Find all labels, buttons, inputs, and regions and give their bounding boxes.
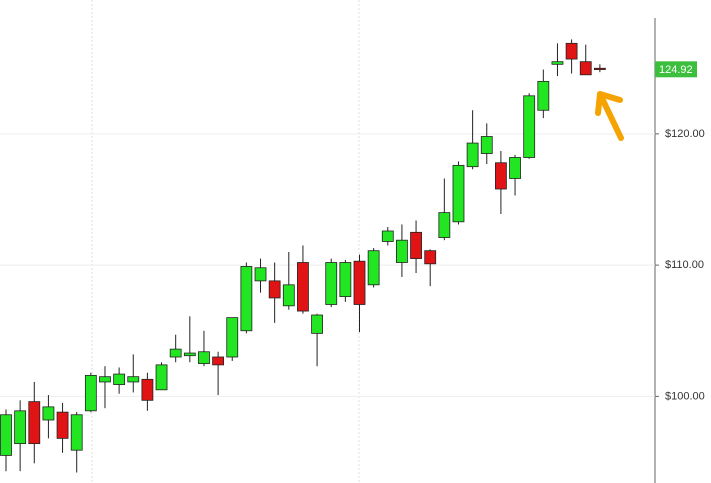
candle-body: [212, 356, 225, 366]
candle-body: [381, 230, 394, 242]
candle-body: [523, 95, 536, 158]
candle-body: [113, 373, 126, 385]
candle-body: [579, 61, 592, 76]
candle-body: [353, 260, 366, 305]
candle-body: [480, 136, 493, 154]
candle-body: [325, 262, 338, 305]
candle-body: [424, 250, 437, 265]
candle-body: [593, 67, 606, 70]
candle-body: [410, 231, 422, 259]
candle-body: [99, 376, 111, 383]
candle-body: [494, 162, 507, 190]
candle-body: [537, 80, 550, 111]
last-price-box: [655, 61, 697, 78]
plot: $100.00 $110.00 $120.00 124.92: [0, 39, 705, 473]
candle-body: [367, 250, 380, 286]
candle-body: [396, 239, 408, 263]
candle-body: [282, 284, 295, 307]
y-tick-label: $100.00: [665, 390, 705, 402]
candle-body: [127, 376, 140, 383]
candle-body: [56, 411, 69, 439]
candle-body: [28, 401, 41, 445]
candle-body: [0, 414, 12, 456]
candle-body: [311, 314, 323, 334]
candle-body: [84, 374, 97, 412]
candle-body: [240, 266, 253, 332]
candle-body: [70, 414, 83, 451]
candle-body: [42, 406, 55, 421]
candle-body: [466, 142, 479, 168]
candle-body: [155, 364, 168, 391]
last-price-label: 124.92: [659, 64, 693, 76]
candle-body: [452, 164, 465, 223]
candle-body: [268, 280, 281, 299]
candle-body: [339, 262, 352, 298]
annotation-arrow: [595, 91, 624, 141]
candle-body: [141, 378, 154, 401]
candle-body: [551, 61, 564, 65]
candle-body: [169, 348, 182, 358]
candle-body: [438, 212, 451, 238]
candle-body: [509, 157, 521, 179]
candle-body: [183, 352, 196, 357]
candle-body: [226, 317, 239, 358]
candle-body: [297, 262, 309, 312]
candle-body: [14, 410, 27, 445]
y-tick-label: $110.00: [665, 259, 704, 271]
candle-body: [565, 42, 578, 60]
candle-body: [198, 351, 210, 364]
y-tick-label: $120.00: [665, 128, 705, 140]
candle-body: [254, 267, 267, 282]
